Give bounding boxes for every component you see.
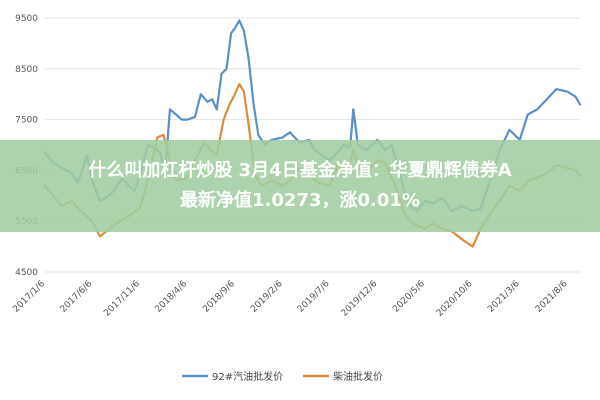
x-tick-label: 2021/8/6 [534,279,570,315]
legend: 92#汽油批发价 柴油批发价 [182,370,383,383]
x-tick-label: 2019/12/6 [340,279,380,319]
headline-line-2: 最新净值1.0273，涨0.01% [180,190,420,211]
x-axis-ticks: 2017/1/6 2017/6/6 2017/11/6 2018/4/6 2018/9/… [11,279,569,319]
x-tick-label: 2017/6/6 [59,279,95,315]
y-tick-label: 9500 [15,14,38,24]
x-tick-label: 2017/1/6 [11,279,47,315]
headline-line-1: 什么叫加杠杆炒股 3月4日基金净值：华夏鼎辉债券A [88,160,512,181]
x-tick-label: 2020/5/6 [391,279,427,315]
y-tick-label: 8500 [15,65,38,75]
x-tick-label: 2020/10/6 [435,279,475,319]
y-tick-label: 4500 [15,268,38,278]
x-tick-label: 2019/2/6 [249,279,285,315]
x-tick-label: 2018/4/6 [154,279,190,315]
x-tick-label: 2019/7/6 [296,279,332,315]
x-tick-label: 2018/9/6 [201,279,237,315]
legend-label: 柴油批发价 [333,370,383,383]
x-tick-label: 2017/11/6 [102,279,142,319]
headline-banner: 什么叫加杠杆炒股 3月4日基金净值：华夏鼎辉债券A 最新净值1.0273，涨0.… [0,140,600,232]
legend-label: 92#汽油批发价 [212,370,283,383]
x-tick-label: 2021/3/6 [486,279,522,315]
y-tick-label: 7500 [15,116,38,126]
